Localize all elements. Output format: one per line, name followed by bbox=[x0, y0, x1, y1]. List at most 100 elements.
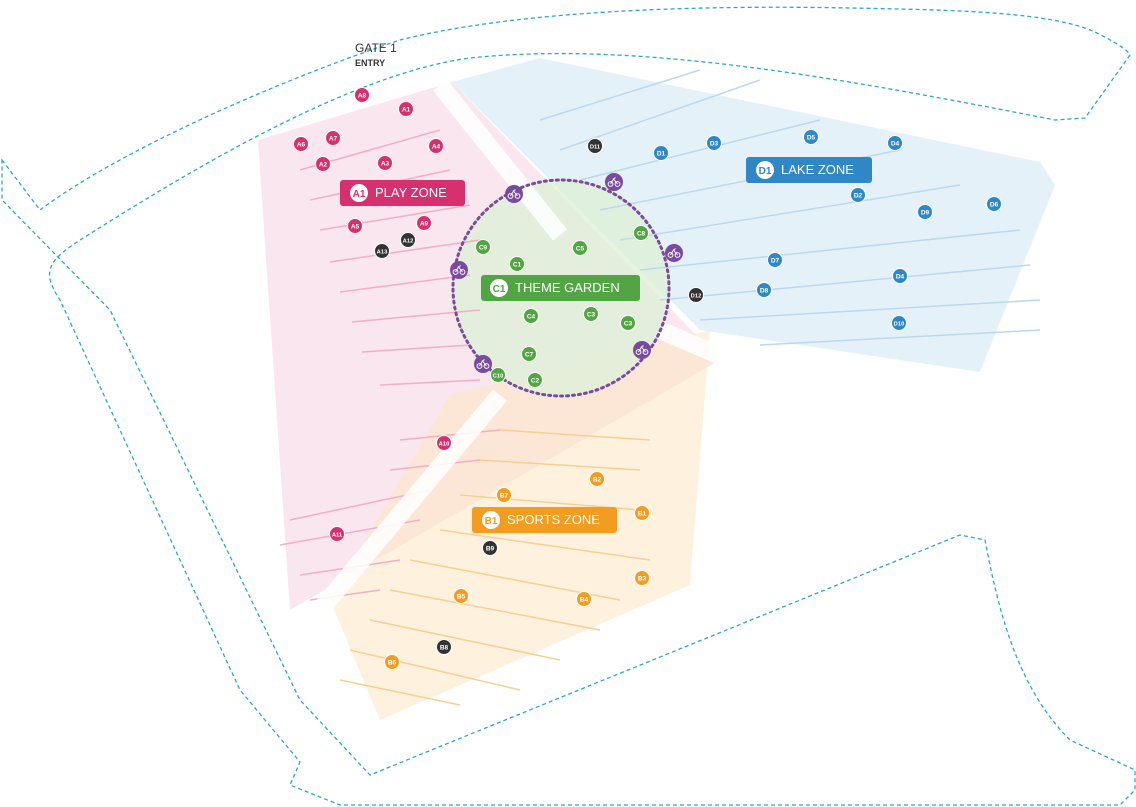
location-marker[interactable]: C1 bbox=[509, 256, 525, 272]
zone-labels: A1 PLAY ZONE C1 THEME GARDEN D1 LAKE ZON… bbox=[340, 157, 872, 533]
bike-icon[interactable] bbox=[505, 185, 523, 203]
marker-label: A10 bbox=[439, 441, 450, 447]
zone-label-theme[interactable]: C1 THEME GARDEN bbox=[481, 275, 640, 301]
marker-dot bbox=[589, 471, 605, 487]
location-marker[interactable]: A10 bbox=[436, 435, 452, 451]
location-marker[interactable]: A2 bbox=[315, 156, 331, 172]
zone-label-play[interactable]: A1 PLAY ZONE bbox=[340, 180, 465, 206]
location-marker[interactable]: C3 bbox=[583, 306, 599, 322]
location-marker[interactable]: A3 bbox=[377, 155, 393, 171]
location-marker[interactable]: A12 bbox=[400, 232, 416, 248]
zone-label-lake[interactable]: D1 LAKE ZONE bbox=[746, 157, 872, 183]
location-marker[interactable]: C5 bbox=[572, 240, 588, 256]
marker-label: C5 bbox=[576, 245, 585, 252]
location-marker[interactable]: B2 bbox=[589, 471, 605, 487]
marker-label: A3 bbox=[381, 160, 390, 167]
park-boundary bbox=[1, 6, 1136, 806]
location-marker[interactable]: D11 bbox=[587, 138, 603, 154]
location-marker[interactable]: D4 bbox=[887, 135, 903, 151]
bike-wheel bbox=[476, 363, 483, 369]
location-marker[interactable]: A13 bbox=[374, 243, 390, 259]
bike-icon[interactable] bbox=[633, 341, 651, 359]
bike-wheel bbox=[507, 193, 514, 199]
bike-frame bbox=[455, 265, 463, 273]
marker-label: D10 bbox=[894, 321, 905, 327]
location-marker[interactable]: B4 bbox=[576, 591, 592, 607]
bike-wheel bbox=[459, 269, 466, 275]
decorative-line bbox=[339, 679, 461, 706]
zone-separators bbox=[313, 79, 734, 616]
location-marker[interactable]: C7 bbox=[521, 346, 537, 362]
location-marker[interactable]: D9 bbox=[917, 204, 933, 220]
bike-icon[interactable] bbox=[665, 244, 683, 262]
location-marker[interactable]: C2 bbox=[527, 372, 543, 388]
location-marker[interactable]: C10 bbox=[490, 367, 506, 383]
marker-label: C10 bbox=[493, 373, 504, 379]
location-marker[interactable]: B5 bbox=[453, 588, 469, 604]
zone-code: C1 bbox=[493, 284, 506, 295]
bike-frame bbox=[510, 189, 518, 197]
bike-frame bbox=[610, 177, 618, 185]
zone-code: B1 bbox=[485, 516, 498, 527]
location-marker[interactable]: C4 bbox=[523, 308, 539, 324]
marker-label: C4 bbox=[527, 313, 536, 320]
marker-dot bbox=[892, 268, 908, 284]
bike-wheel bbox=[635, 349, 642, 355]
bike-wheel bbox=[642, 349, 649, 355]
location-marker[interactable]: D6 bbox=[986, 196, 1002, 212]
location-marker[interactable]: A9 bbox=[416, 215, 432, 231]
bike-wheel bbox=[667, 252, 674, 258]
location-marker[interactable]: D12 bbox=[688, 287, 704, 303]
marker-dot bbox=[436, 435, 452, 451]
bike-icon[interactable] bbox=[605, 173, 623, 191]
location-marker[interactable]: D7 bbox=[767, 252, 783, 268]
zone-label-bg bbox=[746, 157, 872, 183]
location-marker[interactable]: D8 bbox=[756, 282, 772, 298]
zone-name: LAKE ZONE bbox=[781, 162, 854, 177]
bike-route-ring bbox=[451, 178, 671, 398]
marker-label: A11 bbox=[332, 532, 343, 538]
location-marker[interactable]: B9 bbox=[482, 540, 498, 556]
location-marker[interactable]: A6 bbox=[293, 136, 309, 152]
location-marker[interactable]: A1 bbox=[398, 101, 414, 117]
marker-label: A4 bbox=[432, 143, 441, 150]
route-icon-bg bbox=[474, 355, 492, 373]
location-marker[interactable]: D3 bbox=[706, 135, 722, 151]
bike-wheel bbox=[452, 269, 459, 275]
decorative-line bbox=[639, 229, 1021, 271]
location-marker[interactable]: B1 bbox=[634, 505, 650, 521]
location-marker[interactable]: D1 bbox=[653, 145, 669, 161]
location-marker[interactable]: B6 bbox=[384, 654, 400, 670]
bike-icon[interactable] bbox=[450, 261, 468, 279]
location-marker[interactable]: A7 bbox=[325, 130, 341, 146]
bike-wheel bbox=[514, 193, 521, 199]
location-marker[interactable]: A4 bbox=[428, 138, 444, 154]
zone-label-sports[interactable]: B1 SPORTS ZONE bbox=[472, 507, 617, 533]
location-marker[interactable]: D5 bbox=[803, 129, 819, 145]
marker-label: D11 bbox=[590, 144, 601, 150]
marker-dot bbox=[523, 308, 539, 324]
decorative-line bbox=[619, 184, 961, 241]
location-marker[interactable]: B8 bbox=[436, 639, 452, 655]
location-marker[interactable]: B7 bbox=[496, 487, 512, 503]
bike-icon[interactable] bbox=[474, 355, 492, 373]
marker-label: A12 bbox=[403, 238, 414, 244]
marker-dot bbox=[329, 526, 345, 542]
location-marker[interactable]: D2 bbox=[850, 187, 866, 203]
decorative-line bbox=[329, 239, 481, 263]
marker-dot bbox=[374, 243, 390, 259]
zone-label-bg bbox=[472, 507, 617, 533]
location-marker[interactable]: C9 bbox=[475, 239, 491, 255]
location-marker[interactable]: D4 bbox=[892, 268, 908, 284]
location-marker[interactable]: A8 bbox=[354, 87, 370, 103]
location-marker[interactable]: C8 bbox=[633, 225, 649, 241]
marker-label: B1 bbox=[638, 510, 647, 517]
location-marker[interactable]: A5 bbox=[347, 218, 363, 234]
location-marker[interactable]: B3 bbox=[634, 570, 650, 586]
gate-label[interactable]: GATE 1 ENTRY bbox=[355, 41, 397, 68]
zone-code-badge bbox=[756, 161, 774, 179]
location-marker[interactable]: A11 bbox=[329, 526, 345, 542]
location-marker[interactable]: D10 bbox=[891, 315, 907, 331]
location-marker[interactable]: C3 bbox=[620, 315, 636, 331]
